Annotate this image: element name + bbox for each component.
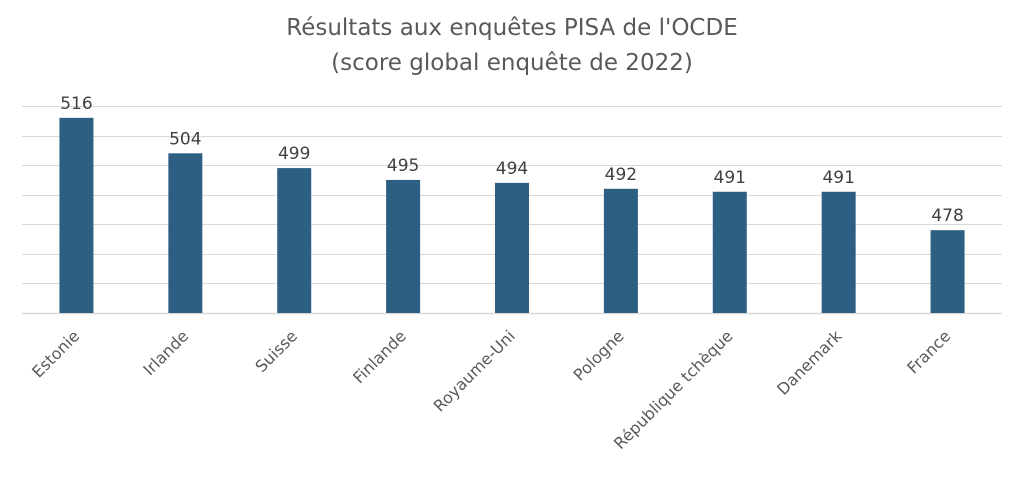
x-tick-label-3: Finlande	[349, 326, 410, 387]
chart-title: Résultats aux enquêtes PISA de l'OCDE	[286, 15, 738, 41]
data-labels: 516 504 499 495 494 492 491 491 478	[60, 94, 964, 226]
bar-1	[168, 153, 203, 313]
bar-7	[821, 191, 856, 313]
data-label-2: 499	[278, 144, 310, 164]
chart-subtitle: (score global enquête de 2022)	[331, 50, 693, 76]
bar-8	[930, 230, 965, 313]
x-axis-tick-labels: Estonie Irlande Suisse Finlande Royaume-Uni P…	[28, 326, 954, 453]
data-label-6: 491	[714, 168, 746, 188]
bar-4	[495, 182, 529, 313]
data-label-4: 494	[496, 159, 528, 179]
bar-0	[59, 117, 94, 313]
x-tick-label-7: Danemark	[773, 326, 846, 399]
data-label-0: 516	[60, 94, 92, 114]
data-label-7: 491	[822, 168, 854, 188]
data-label-1: 504	[169, 129, 201, 149]
x-tick-label-6: République tchèque	[610, 326, 737, 453]
x-tick-label-2: Suisse	[251, 326, 301, 376]
x-tick-label-8: France	[903, 326, 954, 377]
bar-3	[386, 179, 421, 313]
bars	[59, 117, 965, 313]
data-label-3: 495	[387, 156, 419, 176]
bar-5	[603, 188, 638, 313]
bar-6	[712, 191, 747, 313]
x-tick-label-0: Estonie	[28, 326, 83, 381]
data-label-8: 478	[931, 206, 963, 226]
x-tick-label-5: Pologne	[570, 326, 628, 384]
x-tick-label-1: Irlande	[139, 326, 192, 379]
x-tick-label-4: Royaume-Uni	[430, 326, 519, 415]
data-label-5: 492	[605, 165, 637, 185]
bar-2	[277, 168, 312, 313]
